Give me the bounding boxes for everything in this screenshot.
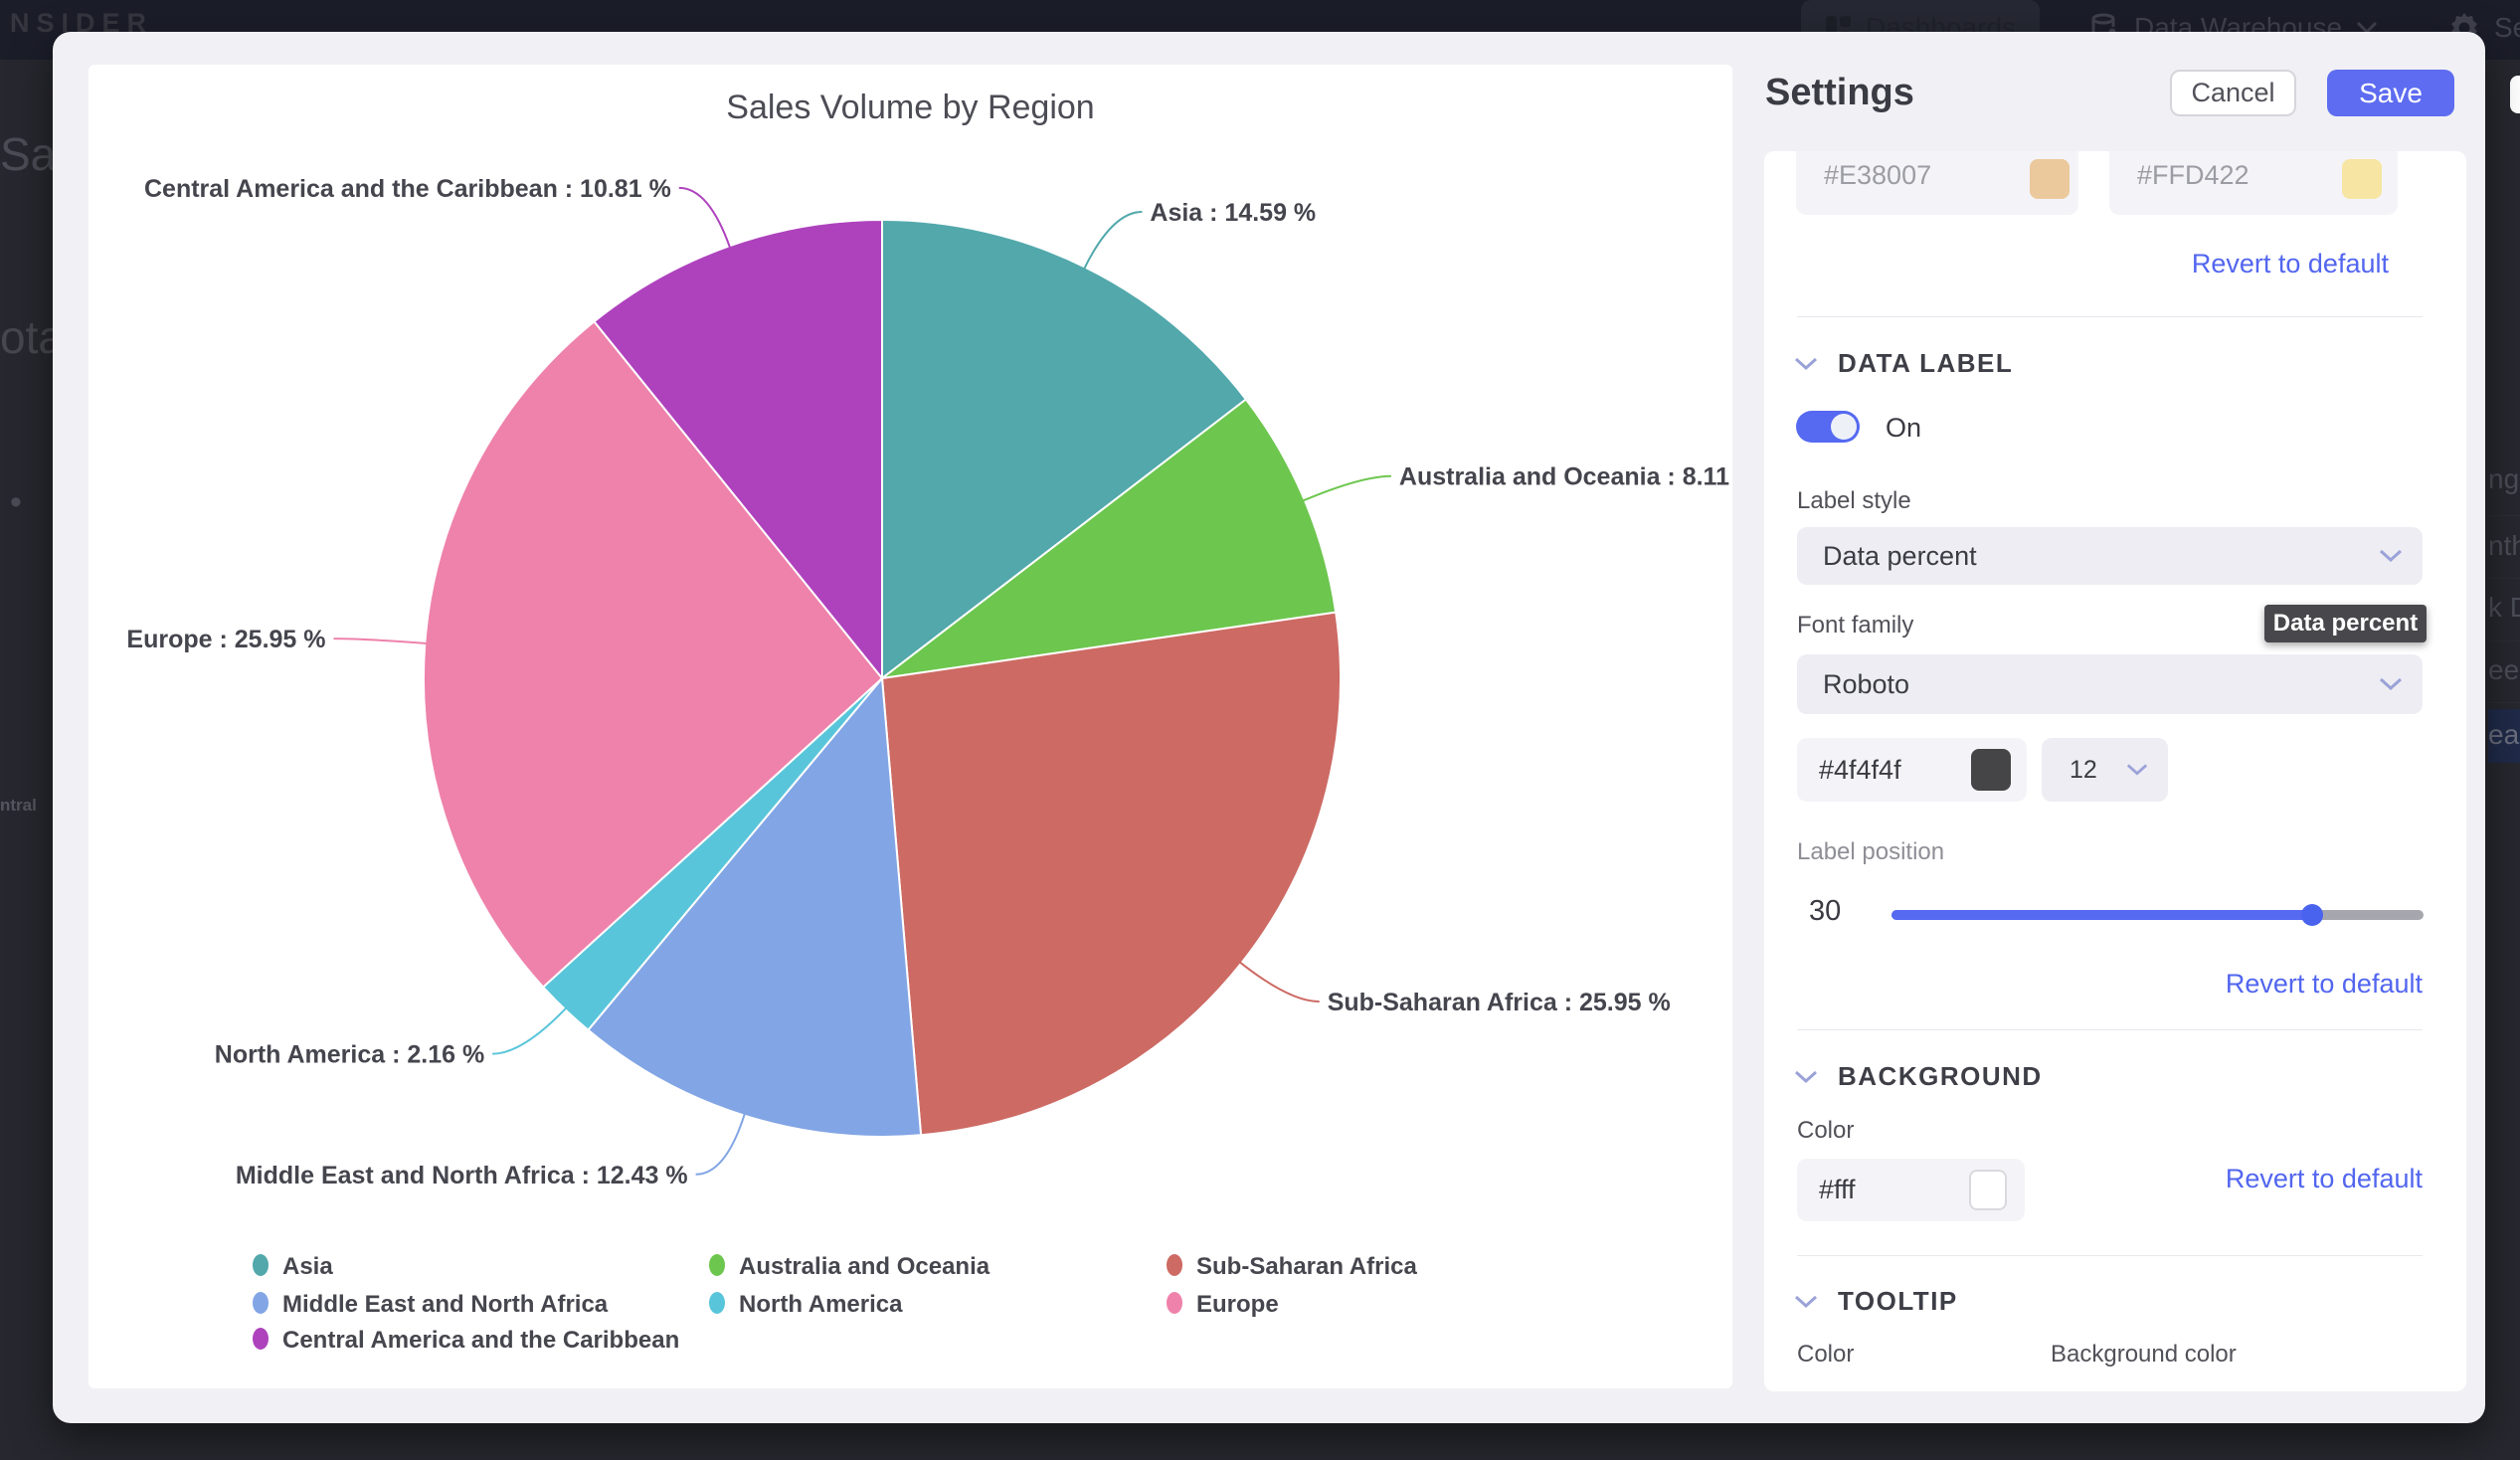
pie-leader-line: [678, 186, 732, 249]
chevron-down-icon: [1794, 1070, 1818, 1083]
series-color-input[interactable]: #FFD422: [2109, 151, 2398, 215]
nav-settings-label: Settings: [2494, 12, 2520, 43]
settings-panel-title: Settings: [1765, 72, 1914, 113]
revert-to-default-link[interactable]: Revert to default: [2225, 1164, 2423, 1193]
chevron-down-icon: [1794, 357, 1818, 370]
label-position-field-label: Label position: [1797, 838, 1945, 865]
revert-to-default-link[interactable]: Revert to default: [2225, 969, 2423, 999]
section-title: TOOLTIP: [1838, 1286, 1958, 1316]
color-swatch[interactable]: [1969, 1170, 2007, 1210]
section-divider: [1797, 1255, 2423, 1256]
font-family-field-label: Font family: [1797, 612, 1914, 639]
pie-label-asia: Asia : 14.59 %: [1150, 199, 1316, 227]
legend-marker-north-america[interactable]: [709, 1292, 725, 1314]
background-color-input[interactable]: #fff: [1797, 1159, 2025, 1221]
data-label-section-header[interactable]: DATA LABEL: [1794, 348, 2013, 379]
pie-label-north-america: North America : 2.16 %: [215, 1041, 484, 1069]
font-color-value: #4f4f4f: [1819, 754, 1901, 785]
pie-label-middle-east-and-north-africa: Middle East and North Africa : 12.43 %: [236, 1162, 688, 1189]
chart-title: Sales Volume by Region: [726, 89, 1095, 126]
background-color-value: #fff: [1819, 1175, 1856, 1204]
chevron-down-icon: [2379, 549, 2403, 563]
color-swatch[interactable]: [1971, 749, 2011, 791]
legend-label-middle-east-and-north-africa[interactable]: Middle East and North Africa: [282, 1291, 609, 1318]
label-position-slider[interactable]: [1891, 904, 2424, 926]
tooltip-color-field-label: Color: [1797, 1341, 1855, 1368]
revert-to-default-link[interactable]: Revert to default: [2191, 249, 2389, 278]
legend-marker-central-america-and-the-caribbean[interactable]: [253, 1328, 269, 1350]
toggle-state-label: On: [1886, 413, 1922, 443]
background-white-panel-edge: [2510, 76, 2520, 113]
section-divider: [1797, 1029, 2423, 1030]
chart-settings-modal: Sales Volume by Region Asia : 14.59 % Aus…: [53, 32, 2485, 1423]
legend-label-sub-saharan-africa[interactable]: Sub-Saharan Africa: [1196, 1253, 1417, 1280]
series-color-value: #FFD422: [2137, 159, 2250, 190]
font-color-input[interactable]: #4f4f4f: [1797, 738, 2027, 802]
data-percent-tooltip: Data percent: [2264, 605, 2427, 642]
background-menu-fragment: ear: [2488, 719, 2520, 750]
cancel-button[interactable]: Cancel: [2170, 70, 2296, 116]
pie-leader-line: [1238, 961, 1320, 1004]
legend-marker-europe[interactable]: [1167, 1292, 1182, 1314]
section-title: DATA LABEL: [1838, 348, 2014, 378]
section-divider: [1797, 316, 2423, 317]
settings-panel: #E38007 #FFD422 Revert to default DATA L…: [1764, 151, 2466, 1391]
background-menu-fragment: nge: [2488, 463, 2520, 494]
pie-chart: Asia : 14.59 % Australia and Oceania : 8.…: [126, 175, 1732, 1354]
chevron-down-icon: [2126, 764, 2148, 776]
label-position-value: 30: [1809, 895, 1842, 927]
legend-marker-sub-saharan-africa[interactable]: [1167, 1254, 1182, 1276]
legend-label-central-america-and-the-caribbean[interactable]: Central America and the Caribbean: [282, 1327, 679, 1354]
color-swatch[interactable]: [2342, 159, 2382, 199]
chevron-down-icon: [2379, 677, 2403, 691]
chevron-down-icon: [1794, 1295, 1818, 1308]
section-title: BACKGROUND: [1838, 1061, 2043, 1091]
legend-marker-asia[interactable]: [253, 1254, 269, 1276]
color-swatch[interactable]: [2030, 159, 2070, 199]
background-menu-fragment: eek: [2488, 654, 2520, 685]
pie-label-europe: Europe : 25.95 %: [126, 626, 325, 653]
background-text-fragment: ntral: [0, 796, 37, 815]
background-menu-highlight: [2488, 709, 2520, 763]
legend-label-north-america[interactable]: North America: [739, 1291, 903, 1318]
pie-leader-line: [333, 638, 428, 644]
toggle-knob: [1831, 414, 1857, 440]
chart-card: Sales Volume by Region Asia : 14.59 % Aus…: [89, 65, 1732, 1388]
pie-leader-line: [1083, 211, 1143, 270]
pie-leader-line: [1302, 474, 1391, 502]
legend-label-australia-and-oceania[interactable]: Australia and Oceania: [739, 1253, 990, 1280]
font-size-select[interactable]: 12: [2042, 738, 2168, 802]
data-label-toggle[interactable]: [1796, 411, 1860, 443]
background-color-field-label: Color: [1797, 1117, 1855, 1144]
pie-slice-sub-saharan-africa[interactable]: [880, 611, 1342, 1137]
label-style-field-label: Label style: [1797, 487, 1911, 514]
pie-label-sub-saharan-africa: Sub-Saharan Africa : 25.95 %: [1328, 989, 1671, 1016]
slider-fill: [1891, 910, 2312, 920]
pie-leader-line: [492, 1006, 568, 1055]
save-button[interactable]: Save: [2327, 70, 2454, 116]
legend-label-europe[interactable]: Europe: [1196, 1291, 1279, 1318]
pie-label-central-america-and-the-caribbean: Central America and the Caribbean : 10.8…: [144, 175, 671, 203]
legend-marker-australia-and-oceania[interactable]: [709, 1254, 725, 1276]
font-size-value: 12: [2070, 755, 2097, 784]
legend-marker-middle-east-and-north-africa[interactable]: [253, 1292, 269, 1314]
font-family-value: Roboto: [1823, 668, 1910, 699]
label-style-select[interactable]: Data percent: [1797, 527, 2423, 585]
pie-label-australia-and-oceania: Australia and Oceania : 8.11 %: [1399, 463, 1732, 491]
tooltip-section-header[interactable]: TOOLTIP: [1794, 1286, 1958, 1317]
slider-thumb[interactable]: [2301, 904, 2323, 926]
background-menu-fragment: k D: [2488, 592, 2520, 623]
font-family-select[interactable]: Roboto: [1797, 654, 2423, 714]
pie-leader-line: [695, 1113, 746, 1176]
background-bullet: •: [10, 483, 22, 521]
label-style-value: Data percent: [1823, 540, 1977, 571]
background-section-header[interactable]: BACKGROUND: [1794, 1061, 2043, 1092]
background-menu-fragment: nth: [2488, 530, 2520, 561]
tooltip-bg-color-field-label: Background color: [2051, 1341, 2237, 1368]
background-menu-strip: nge nth k D eek ear: [2488, 438, 2520, 855]
series-color-value: #E38007: [1824, 159, 1932, 190]
legend-label-asia[interactable]: Asia: [282, 1253, 333, 1280]
series-color-input[interactable]: #E38007: [1796, 151, 2078, 215]
